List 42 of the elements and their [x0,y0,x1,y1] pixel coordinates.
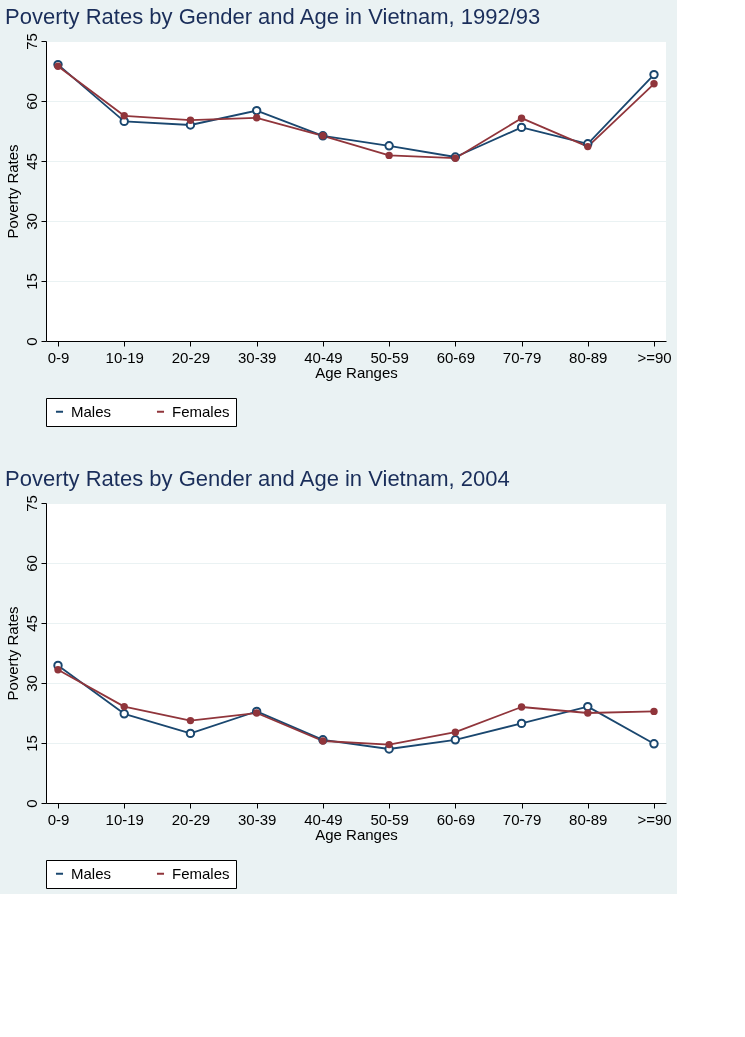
chart-title: Poverty Rates by Gender and Age in Vietnam, 2004 [5,465,510,491]
x-tick-label: 50-59 [370,348,409,366]
x-tick-label: 60-69 [436,348,476,366]
y-axis-title: Poverty Rates [3,606,21,701]
x-tick-label: 50-59 [370,810,409,828]
y-tick-label: 0 [22,799,40,808]
y-tick-label: 75 [22,495,40,512]
y-tick-label: 45 [22,153,40,170]
x-tick-label: 20-29 [171,810,211,828]
chart-title: Poverty Rates by Gender and Age in Vietnam, 1992/93 [5,3,541,29]
y-tick-label: 15 [22,735,40,752]
x-tick-label: 10-19 [105,810,144,828]
y-tick-label: 75 [22,33,40,50]
x-tick-label: 40-49 [304,348,343,366]
x-tick-label: 70-79 [502,348,542,366]
legend-label: Males [71,864,112,882]
x-tick-label: >=90 [637,348,672,366]
x-tick-label: 60-69 [436,810,476,828]
x-tick-label: 10-19 [105,348,144,366]
x-tick-label: 80-89 [569,348,608,366]
y-tick-label: 0 [22,337,40,346]
y-tick-label: 30 [22,675,40,692]
y-tick-label: 60 [22,555,40,572]
x-tick-label: >=90 [637,810,672,828]
x-tick-label: 70-79 [502,810,542,828]
x-tick-label: 30-39 [237,810,277,828]
x-tick-label: 30-39 [237,348,277,366]
legend-label: Males [71,402,112,420]
x-axis-title: Age Ranges [315,363,398,381]
x-tick-label: 20-29 [171,348,211,366]
legend-label: Females [172,864,230,882]
y-axis-title: Poverty Rates [3,144,21,239]
x-tick-label: 0-9 [47,348,70,366]
x-axis-title: Age Ranges [315,825,398,843]
x-tick-label: 0-9 [47,810,70,828]
y-tick-label: 15 [22,273,40,290]
y-tick-label: 30 [22,213,40,230]
y-tick-label: 45 [22,615,40,632]
x-tick-label: 40-49 [304,810,343,828]
x-tick-label: 80-89 [569,810,608,828]
y-tick-label: 60 [22,93,40,110]
legend-label: Females [172,402,230,420]
